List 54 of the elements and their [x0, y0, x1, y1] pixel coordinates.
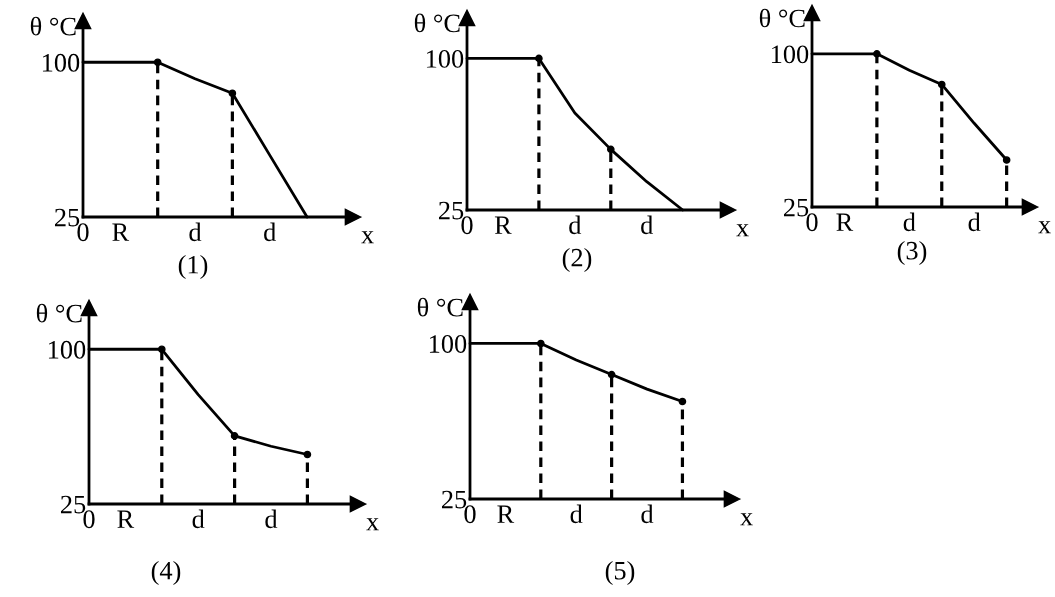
- x-tick-label: 0: [461, 216, 473, 235]
- x-tick-label: d: [569, 215, 582, 235]
- x-tick-label: d: [570, 504, 583, 524]
- point: [230, 432, 239, 440]
- y-tick-label: 25: [783, 198, 809, 217]
- x-tick-label: d: [641, 215, 654, 235]
- x-axis-title: x: [361, 231, 374, 244]
- y-tick-label: 25: [438, 201, 464, 220]
- y-tick-label: 100: [429, 335, 467, 353]
- y-tick-label: 25: [54, 208, 80, 227]
- y-tick-label: 100: [48, 340, 86, 359]
- point: [873, 50, 881, 58]
- y-tick-label: 100: [42, 53, 80, 72]
- point: [607, 370, 616, 379]
- x-tick-label: R: [494, 216, 512, 234]
- y-axis-title: θ °C: [30, 16, 76, 36]
- x-tick-label: d: [192, 509, 205, 529]
- point: [303, 450, 312, 459]
- x-tick-label: d: [189, 222, 202, 242]
- x-axis-title: x: [740, 513, 753, 526]
- x-tick-label: 0: [464, 505, 476, 524]
- text: (1): [178, 255, 208, 279]
- x-tick-label: 0: [83, 510, 95, 529]
- x-tick-label: d: [968, 212, 981, 232]
- point: [536, 339, 545, 348]
- y-tick-label: 25: [441, 490, 467, 509]
- x-tick-label: R: [112, 223, 130, 241]
- x-tick-label: 0: [806, 213, 818, 232]
- y-axis-title: θ °C: [417, 297, 463, 317]
- y-axis-title: θ °C: [759, 8, 805, 28]
- point: [678, 397, 687, 406]
- x-tick-label: d: [265, 509, 278, 529]
- y-tick-label: 100: [771, 45, 809, 64]
- text: (3): [897, 241, 927, 265]
- point: [1002, 156, 1011, 164]
- y-tick-label: 100: [426, 50, 464, 68]
- x-tick-label: R: [497, 505, 515, 523]
- text: (4): [151, 561, 181, 585]
- x-tick-label: R: [117, 510, 135, 528]
- x-axis-title: x: [736, 224, 749, 237]
- y-axis-title: θ °C: [414, 13, 460, 33]
- y-axis-title: θ °C: [36, 303, 82, 323]
- point: [937, 80, 946, 89]
- y-tick-label: 25: [60, 495, 86, 514]
- text: (2): [562, 248, 592, 272]
- x-tick-label: 0: [77, 223, 89, 242]
- point: [157, 345, 166, 354]
- text: (5): [605, 561, 635, 585]
- x-tick-label: d: [264, 222, 276, 242]
- x-tick-label: d: [903, 212, 916, 232]
- x-axis-title: x: [366, 518, 379, 531]
- x-tick-label: d: [641, 504, 654, 524]
- x-axis-title: x: [1038, 221, 1051, 234]
- x-tick-label: R: [836, 213, 854, 231]
